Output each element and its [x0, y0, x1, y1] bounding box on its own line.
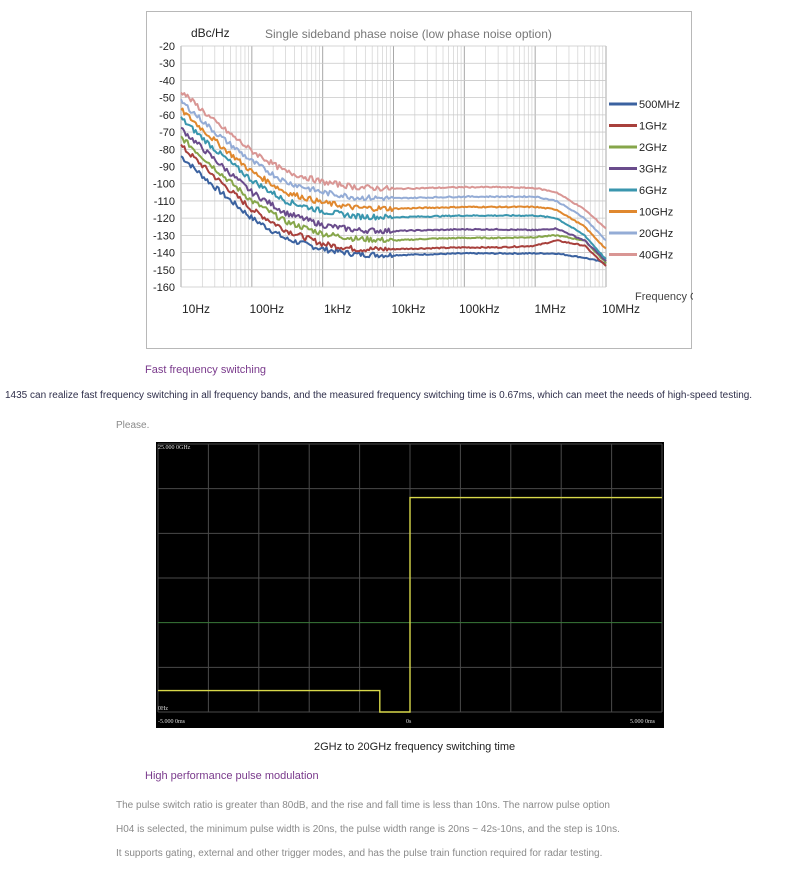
x-tick-label: 100kHz [459, 302, 500, 316]
series-line-1GHz [180, 144, 607, 267]
x-tick-label: 1MHz [534, 302, 565, 316]
y-tick-label: -150 [153, 265, 175, 277]
frequency-switching-chart: 25.000 0GHz 0Hz -5.000 0ms 0s 5.000 0ms [156, 442, 664, 728]
pulse-paragraph-3: It supports gating, external and other t… [116, 848, 603, 859]
y-tick-label: -100 [153, 179, 175, 191]
x-tick-label: 10kHz [391, 302, 425, 316]
legend-label: 40GHz [639, 250, 673, 262]
legend-label: 6GHz [639, 185, 667, 197]
pulse-modulation-heading: High performance pulse modulation [145, 770, 319, 782]
scope-x-label-center: 0s [406, 719, 412, 725]
pulse-paragraph-1: The pulse switch ratio is greater than 8… [116, 800, 610, 811]
x-tick-labels: 10Hz 100Hz 1kHz 10kHz 100kHz 1MHz 10MHz [182, 302, 640, 316]
x-tick-label: 1kHz [324, 302, 351, 316]
series-line-20GHz [180, 98, 607, 242]
fast-switching-heading: Fast frequency switching [145, 364, 267, 376]
x-tick-label: 10MHz [602, 302, 640, 316]
legend-label: 20GHz [639, 228, 673, 240]
pulse-paragraph-2: H04 is selected, the minimum pulse width… [116, 824, 620, 835]
series-line-6GHz [180, 116, 607, 260]
series-line-500MHz [180, 155, 607, 265]
fast-switching-description: 1435 can realize fast frequency switchin… [5, 390, 753, 401]
y-tick-label: -40 [159, 75, 175, 87]
chart-legend: 500MHz 1GHz 2GHz 3GHz 6GHz 10GHz 20GHz 40GHz [609, 99, 680, 262]
y-tick-label: -120 [153, 213, 175, 225]
series-line-2GHz [180, 135, 607, 264]
legend-label: 10GHz [639, 207, 673, 219]
switching-plot: 25.000 0GHz 0Hz -5.000 0ms 0s 5.000 0ms [157, 443, 663, 725]
legend-label: 2GHz [639, 142, 667, 154]
series-line-40GHz [180, 91, 607, 230]
scope-top-label: 25.000 0GHz [158, 445, 191, 451]
x-tick-label: 100Hz [249, 302, 284, 316]
scope-trace [158, 496, 662, 713]
series-line-3GHz [180, 126, 607, 262]
y-tick-label: -20 [159, 41, 175, 53]
please-text: Please. [116, 420, 150, 431]
x-axis-label: Frequency Offset [635, 291, 693, 303]
y-tick-labels: -20 -30 -40 -50 -60 -70 -80 -90 -100 -110 -120 -130… [153, 41, 175, 294]
scope-x-label-right: 5.000 0ms [630, 719, 656, 725]
y-tick-label: -140 [153, 248, 175, 260]
scope-x-label-left: -5.000 0ms [158, 719, 186, 725]
y-tick-label: -30 [159, 58, 175, 70]
scope-bottom-label: 0Hz [158, 706, 168, 712]
legend-label: 500MHz [639, 99, 680, 111]
switching-caption: 2GHz to 20GHz frequency switching time [314, 741, 516, 753]
plot-series [180, 91, 607, 267]
y-axis-label: dBc/Hz [191, 26, 230, 40]
y-tick-label: -130 [153, 230, 175, 242]
legend-label: 3GHz [639, 164, 667, 176]
scope-trace-line [158, 496, 662, 713]
y-tick-label: -80 [159, 144, 175, 156]
y-tick-label: -90 [159, 162, 175, 174]
phase-noise-plot: -20 -30 -40 -50 -60 -70 -80 -90 -100 -110 -120 -130… [153, 26, 693, 316]
y-tick-label: -160 [153, 282, 175, 294]
y-tick-label: -60 [159, 110, 175, 122]
phase-noise-chart: -20 -30 -40 -50 -60 -70 -80 -90 -100 -110 -120 -130… [146, 11, 693, 349]
chart-title: Single sideband phase noise (low phase n… [265, 27, 552, 41]
y-tick-label: -70 [159, 127, 175, 139]
y-tick-label: -50 [159, 93, 175, 105]
legend-label: 1GHz [639, 121, 667, 133]
series-line-10GHz [180, 107, 607, 250]
y-tick-label: -110 [154, 196, 175, 208]
x-tick-label: 10Hz [182, 302, 210, 316]
